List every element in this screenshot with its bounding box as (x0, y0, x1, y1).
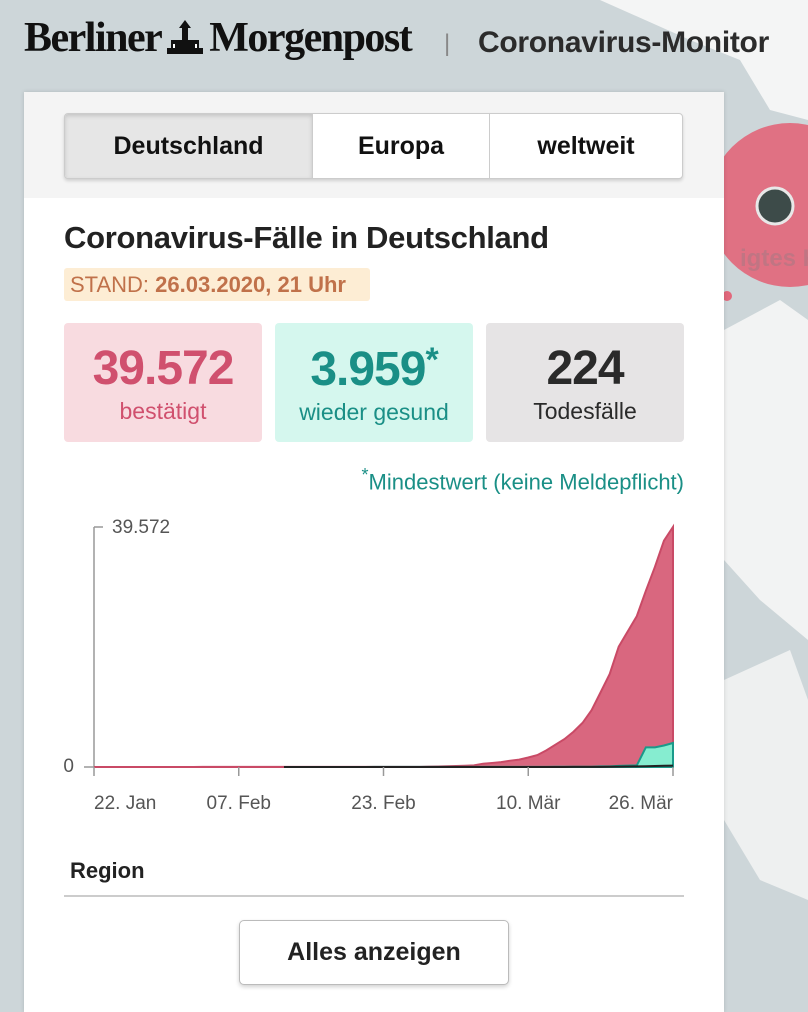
x-tick-label: 22. Jan (94, 793, 156, 814)
y-tick-label: 39.572 (112, 517, 170, 538)
stat-label: wieder gesund (299, 399, 449, 425)
stat-value: 39.572 (92, 342, 235, 395)
x-tick-label: 26. Mär (609, 793, 674, 814)
tab[interactable]: Deutschland (65, 114, 312, 178)
land (600, 0, 808, 120)
stat-box: 39.572 bestätigt (64, 323, 262, 442)
tab[interactable]: weltweit (489, 114, 682, 178)
land (724, 300, 808, 640)
tab-area: Deutschland Europa weltweit (24, 92, 724, 198)
stand-value: 26.03.2020, 21 Uhr (155, 272, 346, 297)
footnote-text: Mindestwert (keine Meldepflicht) (368, 469, 684, 495)
divider (64, 895, 684, 897)
card: Deutschland Europa weltweit Coronavirus-… (24, 92, 724, 1012)
map-location (755, 186, 795, 226)
stat-box: 3.959* wieder gesund (275, 323, 473, 442)
separator: | (444, 30, 451, 57)
stat-value: 3.959 (310, 343, 426, 396)
stat-box: 224 Todesfälle (486, 323, 684, 442)
show-all-button[interactable]: Alles anzeigen (239, 920, 509, 985)
tab[interactable]: Europa (312, 114, 489, 178)
heading: Coronavirus-Fälle in Deutschland (64, 220, 549, 255)
stand-badge: STAND: 26.03.2020, 21 Uhr (64, 268, 370, 301)
region-header: Region (70, 858, 145, 883)
footnote-mark: * (361, 465, 369, 485)
logo[interactable]: Berliner Morgenpost (24, 14, 413, 62)
stat-value: 224 (546, 342, 624, 395)
logo-icon (167, 20, 204, 54)
x-tick-label: 07. Feb (207, 793, 271, 814)
footnote: *Mindestwert (keine Meldepflicht) (362, 465, 684, 495)
map-label: igtes K (740, 245, 808, 272)
tab-bar: Deutschland Europa weltweit (64, 113, 683, 179)
chart: 0 39.572 22. Jan 07. Feb 23. Feb 10. Mär 26. M… (63, 517, 674, 814)
x-tick-label: 23. Feb (351, 793, 415, 814)
stand-label: STAND: (70, 272, 150, 297)
map-bubble[interactable] (722, 291, 732, 301)
logo-text: Berliner (24, 15, 163, 61)
land (724, 650, 808, 900)
x-tick-label: 10. Mär (496, 793, 561, 814)
stat-label: bestätigt (119, 398, 207, 424)
series-line (283, 764, 674, 768)
y-tick-label: 0 (63, 756, 74, 777)
logo-text: Morgenpost (209, 15, 412, 61)
stat-note: * (425, 341, 438, 379)
site-title: Coronavirus-Monitor (478, 26, 769, 59)
stat-label: Todesfälle (533, 398, 637, 424)
series-area (94, 523, 674, 768)
